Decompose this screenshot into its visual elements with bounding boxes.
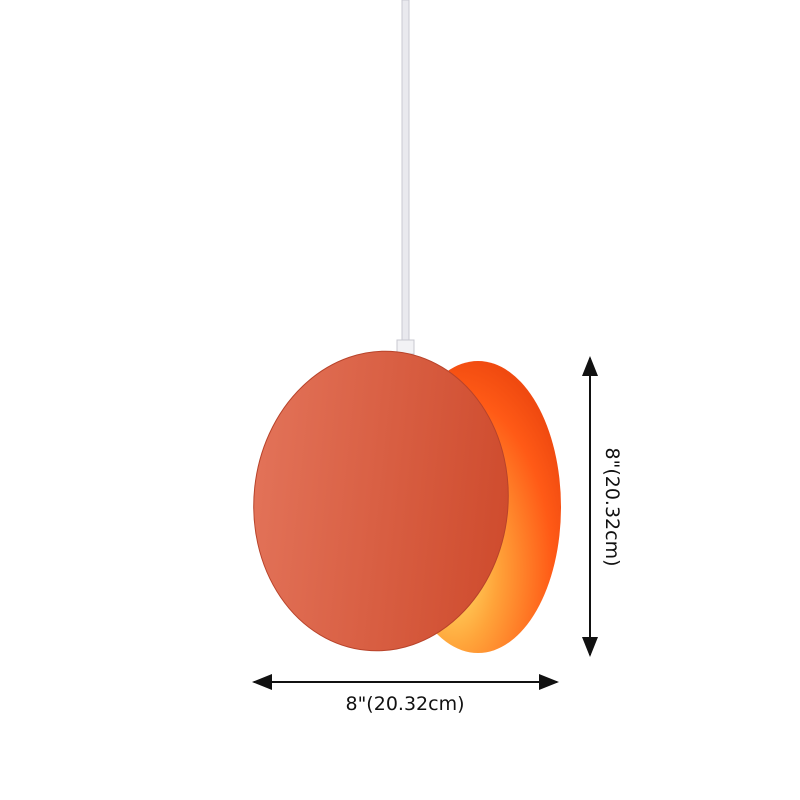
height-label: 8"(20.32cm): [601, 447, 623, 566]
power-cord: [396, 0, 415, 355]
width-label: 8"(20.32cm): [345, 693, 464, 715]
lamp-front-disc: [253, 350, 509, 652]
